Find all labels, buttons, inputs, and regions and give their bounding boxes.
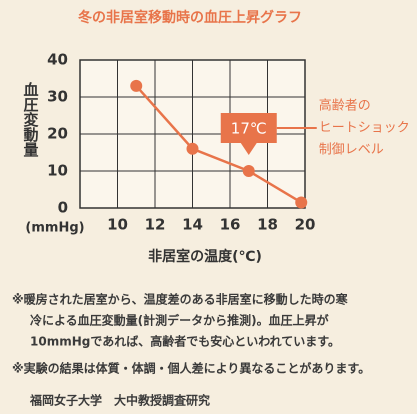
callout-box <box>220 113 277 143</box>
x-tick-label: 20 <box>295 216 316 234</box>
y-tick-label: 30 <box>47 88 68 106</box>
note-text: 冷による血圧変動量(計測データから推測)。血圧上昇が <box>30 313 329 328</box>
x-tick-label: 16 <box>220 216 241 234</box>
x-axis-label: 非居室の温度(℃) <box>148 248 262 265</box>
y-tick-label: 0 <box>58 199 68 217</box>
y-tick-label: 40 <box>47 51 68 69</box>
callout-pointer <box>240 143 257 155</box>
point <box>295 196 308 209</box>
x-tick-label: 12 <box>145 216 166 234</box>
point <box>242 165 255 177</box>
point <box>186 142 199 155</box>
y-tick-label: 20 <box>47 125 68 143</box>
annotation-text: 高齢者の <box>319 98 371 114</box>
note-text: ※暖房された居室から、温度差のある非居室に移動した時の寒 <box>12 292 348 307</box>
annotation-text: ヒートショック <box>319 121 410 136</box>
line <box>135 85 302 204</box>
annotation-text: 制御レベル <box>319 143 384 158</box>
y-unit: (mmHg) <box>25 221 84 236</box>
y-axis-label: 血圧変動量 <box>22 81 40 157</box>
callout-label: 17℃ <box>231 120 267 138</box>
note-text: 10mmHgであれば、高齢者でも安心といわれています。 <box>30 334 340 349</box>
point <box>130 79 143 92</box>
y-tick-label: 10 <box>47 162 68 180</box>
note-text: ※実験の結果は体質・体調・個人差により異なることがあります。 <box>12 361 370 376</box>
x-tick-label: 18 <box>257 216 278 234</box>
x-tick-label: 10 <box>107 216 128 234</box>
source-text: 福岡女子大学 大中教授調査研究 <box>29 393 210 408</box>
chart-title: 冬の非居室移動時の血圧上昇グラフ <box>78 9 302 26</box>
x-tick-label: 14 <box>182 216 203 234</box>
